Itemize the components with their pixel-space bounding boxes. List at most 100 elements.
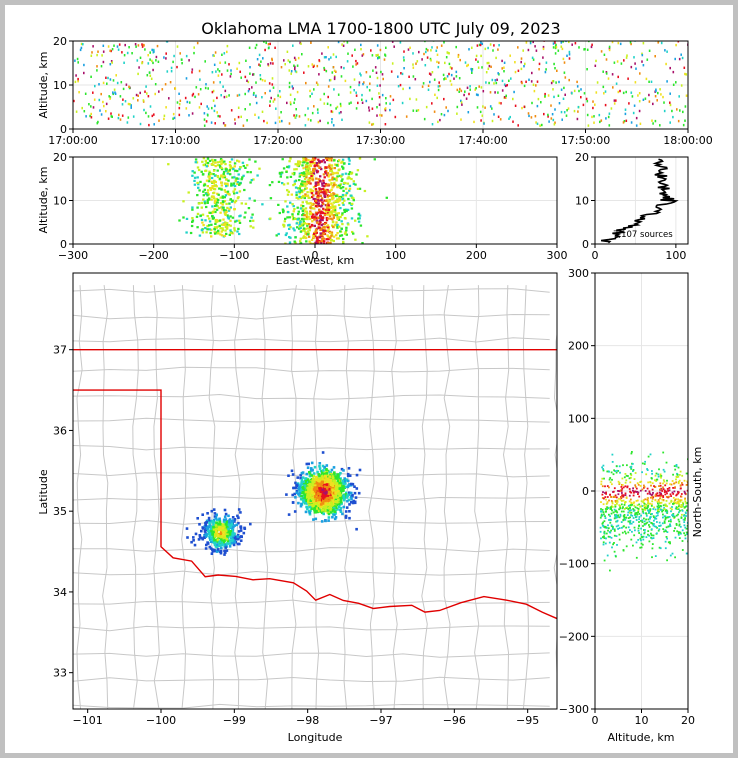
- ew-altitude-point: [208, 159, 212, 162]
- plan-view-point: [295, 486, 298, 489]
- ew-altitude-point: [228, 170, 231, 173]
- time-height-point: [428, 72, 431, 75]
- time-height-point: [349, 91, 352, 94]
- altitude-ns-point: [634, 486, 637, 488]
- time-height-point: [685, 73, 687, 76]
- altitude-ns-point: [619, 471, 621, 474]
- altitude-ns-point: [631, 463, 634, 465]
- plan-view-point: [297, 501, 300, 505]
- ew-altitude-point: [214, 226, 217, 229]
- plan-view-point: [342, 489, 345, 492]
- altitude-ns-point: [616, 511, 619, 514]
- plan-view-point: [212, 540, 216, 544]
- ew-altitude-point: [329, 157, 332, 160]
- altitude-ns-point: [676, 530, 679, 533]
- time-height-point: [624, 108, 627, 111]
- altitude-ns-point: [624, 492, 627, 495]
- time-height-point: [323, 66, 325, 70]
- time-height-point: [238, 93, 241, 97]
- plan-view-point: [351, 501, 355, 505]
- ew-altitude-point: [334, 206, 337, 210]
- plan-view-point: [339, 471, 342, 475]
- ew-altitude-point: [319, 228, 322, 231]
- time-height-point: [466, 64, 468, 68]
- time-height-point: [381, 73, 384, 76]
- plan-view-point: [319, 503, 323, 506]
- ew-altitude-point: [314, 233, 317, 236]
- time-height-point: [155, 59, 157, 62]
- ew-altitude-point: [328, 167, 332, 170]
- ew-altitude-point: [373, 158, 376, 161]
- time-height-point: [261, 110, 264, 113]
- county-line: [553, 330, 557, 685]
- ew-altitude-point: [211, 215, 214, 218]
- time-height-point: [109, 63, 112, 66]
- time-height-point: [642, 98, 645, 101]
- ew-altitude-point: [357, 220, 361, 223]
- plan-view-point: [324, 507, 327, 511]
- time-height-point: [444, 61, 446, 65]
- plan-view-point: [303, 493, 306, 496]
- altitude-ns-point: [659, 482, 662, 485]
- altitude-ns-point: [634, 529, 636, 532]
- ew-altitude-point: [211, 205, 214, 208]
- ew-altitude-point: [220, 163, 223, 166]
- ew-altitude-point: [296, 226, 299, 229]
- plan-view-point: [220, 541, 223, 545]
- time-height-point: [425, 47, 428, 51]
- time-height-point: [671, 109, 673, 113]
- altitude-ns-point: [686, 480, 688, 483]
- ew-altitude-point: [212, 160, 215, 163]
- plan-view-point: [321, 502, 325, 505]
- altitude-ns-point: [621, 531, 624, 534]
- ew-altitude-point: [354, 183, 357, 186]
- time-height-point: [407, 48, 410, 51]
- time-height-point: [139, 91, 141, 95]
- time-height-point: [205, 83, 207, 86]
- altitude-ns-point: [677, 501, 680, 504]
- time-height-point: [149, 58, 151, 61]
- altitude-ns-point: [677, 475, 680, 478]
- altitude-ns-point: [663, 480, 666, 483]
- plan-view-point: [330, 496, 334, 500]
- ew-altitude-point: [318, 161, 322, 164]
- ew-altitude-y-tick-label: 0: [60, 238, 67, 251]
- altitude-ns-point: [622, 486, 625, 489]
- ew-altitude-point: [326, 226, 329, 229]
- plan-view-point: [324, 519, 327, 523]
- altitude-ns-point: [611, 546, 613, 549]
- time-height-point: [497, 91, 499, 94]
- altitude-ns-point: [662, 486, 664, 489]
- plan-view-point: [221, 529, 225, 532]
- ew-altitude-point: [311, 162, 315, 165]
- time-height-point: [327, 95, 329, 99]
- plan-view-point: [331, 488, 334, 491]
- plan-view-point: [347, 493, 351, 496]
- altitude-ns-point: [603, 531, 606, 534]
- time-height-point: [503, 66, 505, 69]
- plan-view-point: [228, 542, 232, 545]
- time-height-point: [457, 55, 460, 58]
- altitude-ns-point: [610, 536, 613, 539]
- time-height-point: [445, 77, 447, 80]
- ew-altitude-point: [320, 242, 323, 244]
- time-height-point: [443, 97, 445, 101]
- time-height-point: [298, 115, 301, 118]
- ew-altitude-point: [347, 173, 351, 176]
- ew-altitude-point: [315, 231, 318, 234]
- ew-altitude-point: [348, 187, 352, 190]
- ew-altitude-x-tick-label: 100: [385, 249, 406, 262]
- time-height-point: [684, 105, 687, 108]
- plan-view-point: [307, 510, 311, 513]
- altitude-ns-point: [655, 515, 658, 518]
- time-height-point: [486, 61, 489, 65]
- plan-view-point: [316, 495, 319, 498]
- time-height-point: [288, 85, 291, 89]
- time-height-point: [361, 93, 363, 97]
- plan-view-point: [318, 498, 321, 502]
- time-height-point: [580, 96, 582, 99]
- ew-altitude-point: [311, 195, 314, 199]
- altitude-ns-point: [614, 505, 617, 508]
- time-height-point: [80, 42, 83, 46]
- time-height-point: [264, 79, 266, 83]
